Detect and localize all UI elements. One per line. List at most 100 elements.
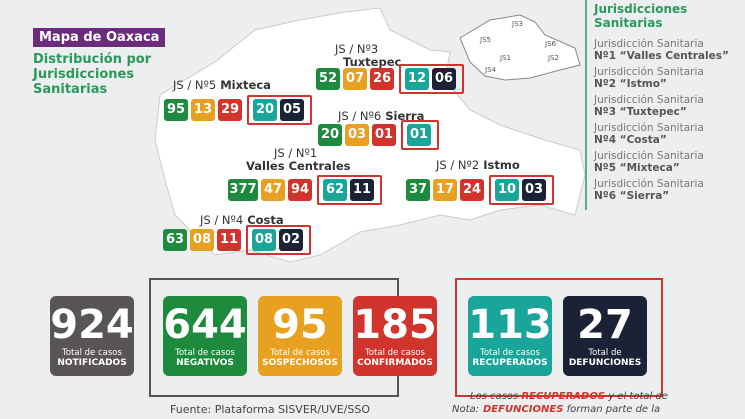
total-status: NEGATIVOS: [176, 358, 234, 368]
total-card: 95 Total de casos SOSPECHOSOS: [258, 296, 342, 376]
case-box: 12: [405, 68, 429, 90]
mini-label: JS6: [545, 40, 556, 48]
note-label: Nota:: [452, 404, 480, 415]
region-code: JS / Nº3: [335, 42, 379, 56]
legend-item: Jurisdicción Sanitaria Nº6 “Sierra”: [594, 178, 704, 202]
case-frame: [489, 175, 554, 205]
total-label: Total de: [588, 348, 622, 358]
legend-line: Jurisdicción Sanitaria: [594, 178, 704, 190]
region-name: Istmo: [483, 158, 520, 172]
region-name: Costa: [247, 213, 284, 227]
mini-label: JS2: [548, 54, 559, 62]
case-box: 10: [495, 179, 519, 201]
total-value: 924: [50, 302, 134, 348]
case-box: 29: [218, 99, 242, 121]
total-value: 113: [468, 302, 552, 348]
case-box: 05: [280, 99, 304, 121]
case-box: 62: [323, 179, 347, 201]
case-box: 26: [370, 68, 394, 90]
legend-item: Jurisdicción Sanitaria Nº3 “Tuxtepec”: [594, 94, 704, 118]
case-box: 13: [191, 99, 215, 121]
note-part: y el total de: [605, 391, 668, 402]
region-code: JS / Nº6: [338, 109, 382, 123]
case-box: 11: [350, 179, 374, 201]
region-label: JS / Nº4 Costa: [200, 213, 284, 227]
legend-line: Jurisdicción Sanitaria: [594, 94, 704, 106]
mini-label: JS1: [500, 54, 511, 62]
total-value: 644: [163, 302, 247, 348]
note-part: RECUPERADOS: [521, 391, 606, 402]
legend-name: Nº3 “Tuxtepec”: [594, 106, 687, 118]
case-box: 01: [407, 124, 431, 146]
total-status: NOTIFICADOS: [57, 358, 127, 368]
note-part: forman parte de la: [563, 404, 661, 415]
case-box: 08: [190, 229, 214, 251]
case-box: 20: [318, 124, 342, 146]
total-label: Total de casos: [365, 348, 425, 358]
case-box: 37: [406, 179, 430, 201]
case-box: 06: [432, 68, 456, 90]
case-box: 07: [343, 68, 367, 90]
legend-item: Jurisdicción Sanitaria Nº2 “Istmo”: [594, 66, 704, 90]
case-box: 47: [261, 179, 285, 201]
note: DEFUNCIONES forman parte de la: [483, 404, 660, 415]
total-status: DEFUNCIONES: [568, 358, 642, 368]
legend-name: Nº2 “Istmo”: [594, 78, 667, 90]
legend-name: Nº4 “Costa”: [594, 134, 667, 146]
total-card: 113 Total de casos RECUPERADOS: [468, 296, 552, 376]
case-box: 20: [253, 99, 277, 121]
region-code: JS / Nº2: [436, 158, 480, 172]
case-box: 63: [163, 229, 187, 251]
case-box: 08: [252, 229, 276, 251]
legend-name: Nº5 “Mixteca”: [594, 162, 680, 174]
case-box: 03: [345, 124, 369, 146]
total-status: RECUPERADOS: [472, 358, 548, 368]
case-box: 94: [288, 179, 312, 201]
badge: Mapa de Oaxaca: [33, 28, 166, 47]
case-frame: [247, 95, 312, 125]
group-frame: [455, 278, 663, 397]
region-label: JS / Nº5 Mixteca: [173, 78, 271, 92]
total-card: 924 Total de casos NOTIFICADOS: [50, 296, 134, 376]
total-card: 185 Total de casos CONFIRMADOS: [353, 296, 437, 376]
total-status: CONFIRMADOS: [357, 358, 433, 368]
region-label: JS / Nº6 Sierra: [338, 109, 424, 123]
total-label: Total de casos: [62, 348, 122, 358]
case-box: 11: [217, 229, 241, 251]
legend-item: Jurisdicción Sanitaria Nº5 “Mixteca”: [594, 150, 704, 174]
case-box: 52: [316, 68, 340, 90]
note-part: DEFUNCIONES: [483, 404, 564, 415]
case-frame: [317, 175, 382, 205]
case-frame: [399, 64, 464, 94]
case-box: 377: [228, 179, 258, 201]
total-card: 644 Total de casos NEGATIVOS: [163, 296, 247, 376]
note: Los casos RECUPERADOS y el total de: [470, 391, 668, 402]
case-box: 24: [460, 179, 484, 201]
case-box: 03: [522, 179, 546, 201]
legend-title: Jurisdicciones Sanitarias: [594, 2, 688, 30]
case-box: 95: [164, 99, 188, 121]
case-box: 02: [279, 229, 303, 251]
mini-map: [459, 14, 581, 81]
total-label: Total de casos: [175, 348, 235, 358]
region-code: JS / Nº5: [173, 78, 217, 92]
total-value: 185: [353, 302, 437, 348]
subtitle: Distribución por Jurisdicciones Sanitari…: [33, 52, 152, 97]
legend-line: Jurisdicción Sanitaria: [594, 66, 704, 78]
mini-label: JS5: [480, 36, 491, 44]
region-name: Mixteca: [220, 78, 271, 92]
note-part: Los casos: [470, 391, 522, 402]
case-frame: [246, 225, 311, 255]
legend-line: Jurisdicción Sanitaria: [594, 150, 704, 162]
case-box: 17: [433, 179, 457, 201]
total-value: 27: [577, 302, 633, 348]
case-frame: [401, 120, 439, 150]
legend-item: Jurisdicción Sanitaria Nº1 “Valles Centra…: [594, 38, 729, 62]
total-label: Total de casos: [270, 348, 330, 358]
region-code: JS / Nº1: [274, 146, 318, 160]
total-value: 95: [272, 302, 328, 348]
total-card: 27 Total de DEFUNCIONES: [563, 296, 647, 376]
region-name: Valles Centrales: [246, 159, 351, 173]
legend-name: Nº6 “Sierra”: [594, 190, 670, 202]
